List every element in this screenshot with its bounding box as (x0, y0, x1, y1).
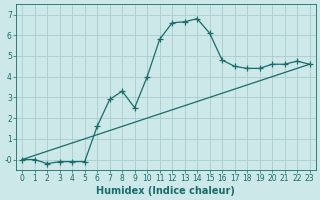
X-axis label: Humidex (Indice chaleur): Humidex (Indice chaleur) (96, 186, 235, 196)
